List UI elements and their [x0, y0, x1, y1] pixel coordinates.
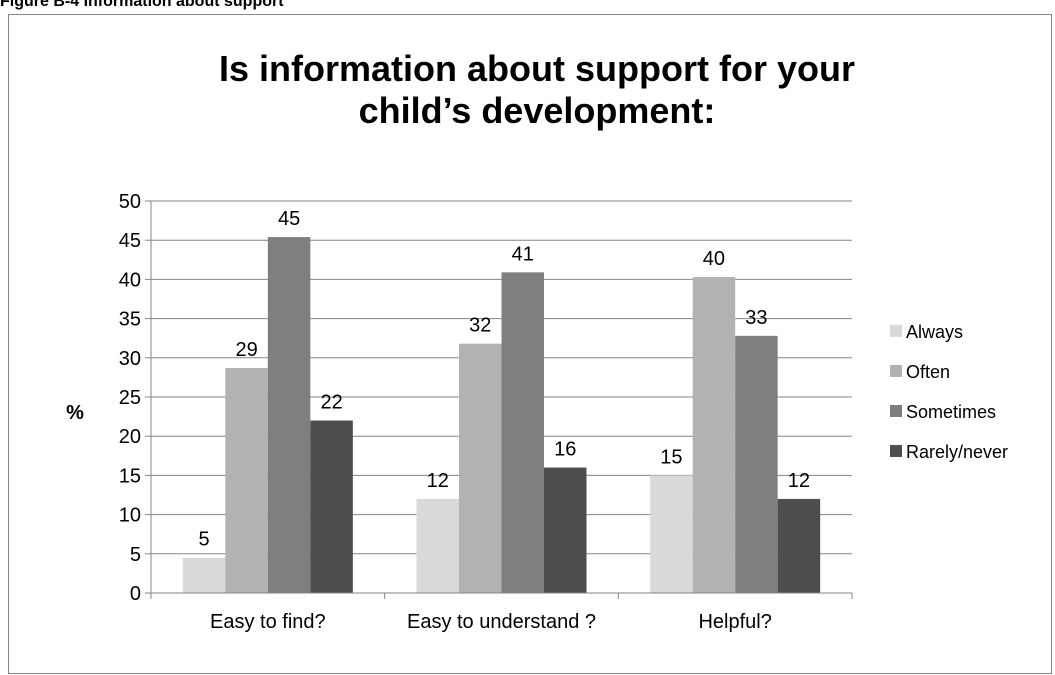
data-label: 12 — [788, 470, 810, 492]
data-label: 12 — [427, 470, 449, 492]
data-label: 5 — [199, 529, 210, 551]
y-tick-label: 10 — [119, 505, 141, 527]
chart-svg: Is information about support for your ch… — [66, 48, 1008, 633]
bar-sometimes-helpful — [735, 335, 778, 593]
bar-sometimes-easy-to-find — [267, 237, 311, 593]
legend-swatch-rarely-never — [890, 445, 902, 457]
legend-label-sometimes: Sometimes — [906, 402, 996, 422]
category-label: Easy to find? — [210, 611, 326, 633]
data-labels: 5 29 45 22 12 32 41 16 15 40 33 12 — [199, 208, 811, 551]
bar-always-helpful — [650, 475, 693, 593]
y-tick-label: 25 — [119, 387, 141, 409]
y-axis-label: % — [66, 402, 84, 424]
data-label: 22 — [320, 392, 342, 414]
data-label: 29 — [235, 339, 257, 361]
legend-label-rarely-never: Rarely/never — [906, 442, 1008, 462]
bar-rarely-never-easy-to-understand — [544, 467, 587, 593]
bar-always-easy-to-understand — [416, 498, 459, 593]
legend-swatch-often — [890, 365, 902, 377]
bar-often-easy-to-find — [225, 367, 268, 593]
y-tick-label: 35 — [119, 309, 141, 331]
category-label: Easy to understand ? — [407, 611, 596, 633]
bar-often-helpful — [692, 277, 736, 593]
y-tick-label: 15 — [119, 465, 141, 487]
y-tick-label: 0 — [130, 583, 141, 605]
data-label: 16 — [554, 439, 576, 461]
bar-always-easy-to-find — [182, 557, 226, 593]
category-labels: Easy to find? Easy to understand ? Helpful… — [210, 611, 772, 633]
y-tick-label: 50 — [119, 191, 141, 213]
data-label: 32 — [469, 315, 491, 337]
bars — [182, 237, 821, 593]
bar-rarely-never-easy-to-find — [310, 420, 353, 593]
data-label: 15 — [660, 446, 682, 468]
legend-label-often: Often — [906, 362, 950, 382]
bar-rarely-never-helpful — [777, 498, 821, 593]
y-tick-label: 5 — [130, 544, 141, 566]
chart-title-line-2: child’s development: — [359, 90, 716, 131]
figure-caption: Figure B-4 Information about support — [0, 0, 284, 10]
data-label: 41 — [512, 243, 534, 265]
data-label: 45 — [278, 208, 300, 230]
y-tick-label: 40 — [119, 269, 141, 291]
chart-title: Is information about support for your ch… — [219, 48, 855, 131]
category-label: Helpful? — [698, 611, 771, 633]
y-tick-label: 30 — [119, 348, 141, 370]
data-label: 33 — [745, 307, 767, 329]
legend-swatch-always — [890, 325, 902, 337]
bar-sometimes-easy-to-understand — [501, 272, 544, 593]
chart-frame: Is information about support for your ch… — [8, 14, 1052, 674]
y-tick-label: 45 — [119, 230, 141, 252]
y-tick-labels: 0 5 10 15 20 25 30 35 40 45 50 — [119, 191, 141, 605]
legend: Always Often Sometimes Rarely/never — [890, 322, 1008, 462]
axes — [150, 201, 853, 599]
y-tick-label: 20 — [119, 426, 141, 448]
legend-swatch-sometimes — [890, 405, 902, 417]
chart-title-line-1: Is information about support for your — [219, 48, 855, 89]
data-label: 40 — [703, 248, 725, 270]
legend-label-always: Always — [906, 322, 963, 342]
bar-often-easy-to-understand — [459, 343, 502, 593]
